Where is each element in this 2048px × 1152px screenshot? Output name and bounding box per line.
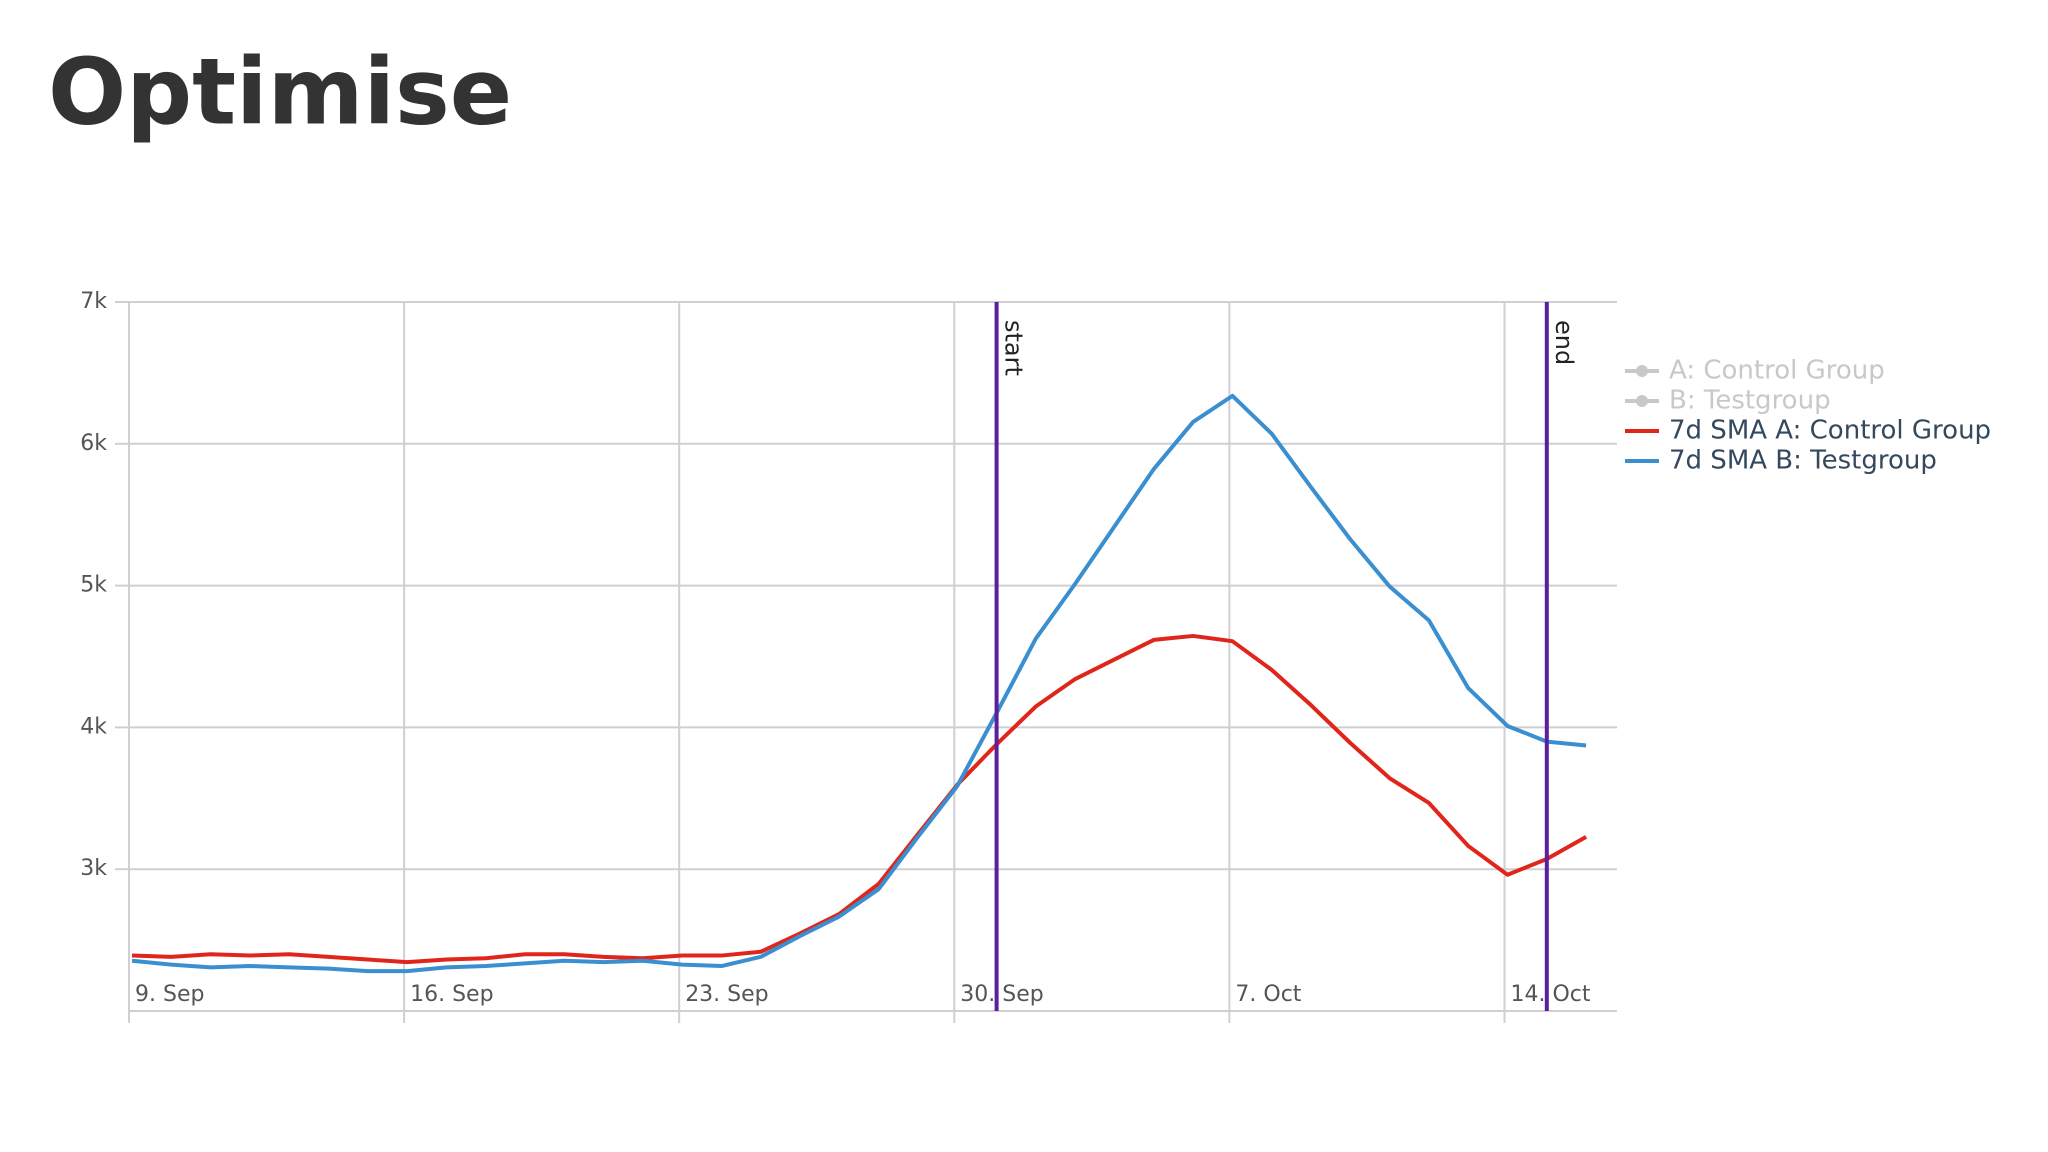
legend-dot bbox=[1636, 365, 1648, 377]
marker-label: start bbox=[1000, 320, 1028, 376]
x-tick-label: 14. Oct bbox=[1511, 982, 1591, 1007]
x-tick-label: 9. Sep bbox=[135, 982, 204, 1007]
y-tick-label: 3k bbox=[80, 856, 107, 881]
y-tick-label: 4k bbox=[80, 714, 107, 739]
y-tick-label: 7k bbox=[80, 289, 107, 314]
x-tick-label: 23. Sep bbox=[685, 982, 768, 1007]
legend-label[interactable]: 7d SMA A: Control Group bbox=[1669, 416, 1991, 446]
series-line bbox=[131, 393, 1587, 974]
legend-label[interactable]: 7d SMA B: Testgroup bbox=[1669, 446, 1937, 476]
marker-label: end bbox=[1550, 320, 1578, 365]
y-tick-label: 6k bbox=[80, 431, 107, 456]
legend-label[interactable]: B: Testgroup bbox=[1669, 386, 1831, 416]
legend-dot bbox=[1636, 395, 1648, 407]
x-tick-label: 30. Sep bbox=[960, 982, 1043, 1007]
y-tick-label: 5k bbox=[80, 573, 107, 598]
series-line bbox=[131, 633, 1588, 965]
legend-label[interactable]: A: Control Group bbox=[1669, 356, 1885, 386]
slide-title: Optimise bbox=[48, 38, 512, 145]
x-tick-label: 7. Oct bbox=[1235, 982, 1301, 1007]
x-tick-label: 16. Sep bbox=[410, 982, 493, 1007]
